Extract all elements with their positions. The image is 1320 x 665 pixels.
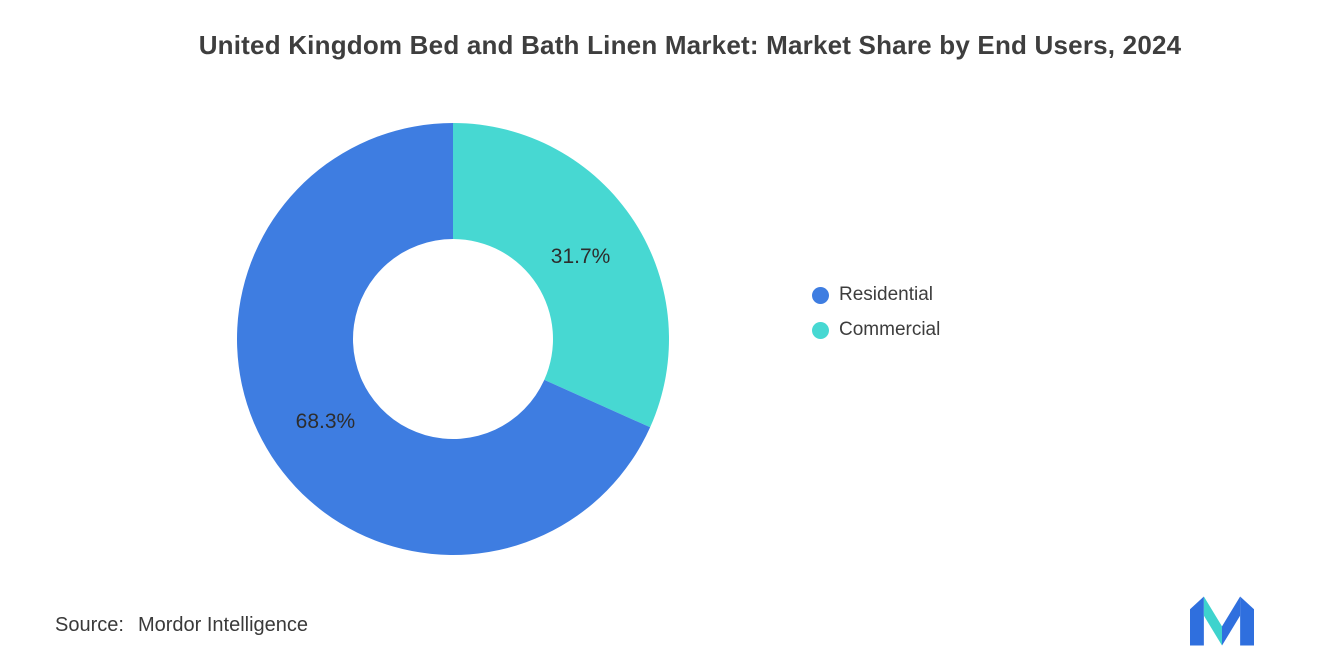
- logo-right-leg: [1240, 596, 1254, 646]
- logo-left-leg: [1190, 596, 1204, 646]
- mordor-intelligence-logo: [1190, 596, 1254, 646]
- legend-marker-commercial: [812, 321, 829, 339]
- donut-chart: 31.7% 68.3%: [236, 123, 669, 555]
- legend-item-residential[interactable]: Residential: [812, 284, 940, 306]
- legend: Residential Commercial: [812, 284, 940, 341]
- source-value: Mordor Intelligence: [137, 614, 309, 636]
- slice-label-residential: 68.3%: [296, 410, 356, 433]
- logo-middle-down-stroke: [1203, 596, 1222, 646]
- logo-middle-up-stroke: [1222, 596, 1241, 646]
- slice-label-commercial: 31.7%: [551, 245, 611, 268]
- donut-slice-residential[interactable]: [236, 123, 651, 555]
- legend-item-commercial[interactable]: Commercial: [812, 319, 940, 341]
- source-line: Source: Mordor Intelligence: [55, 614, 308, 637]
- legend-label-commercial: Commercial: [839, 319, 941, 340]
- source-label: Source:: [55, 614, 124, 636]
- chart-title: United Kingdom Bed and Bath Linen Market…: [198, 30, 1182, 60]
- donut-slice-commercial[interactable]: [453, 123, 669, 428]
- legend-marker-residential: [812, 286, 829, 304]
- legend-label-residential: Residential: [839, 284, 933, 305]
